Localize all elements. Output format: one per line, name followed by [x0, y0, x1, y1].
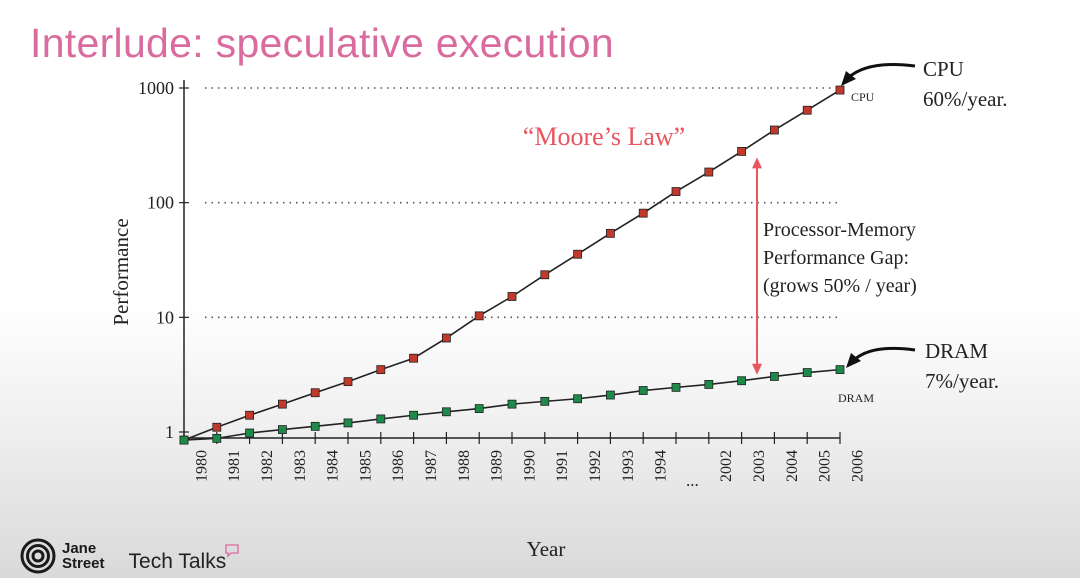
x-tick-label: 1993	[620, 450, 637, 482]
dram-series-label: DRAM	[838, 391, 874, 405]
dram-marker	[540, 396, 550, 406]
x-tick-label: 1994	[653, 450, 670, 482]
y-tick-label: 1	[165, 422, 174, 442]
dram-marker	[474, 404, 484, 413]
x-tick-label: 1981	[226, 450, 243, 482]
x-tick-label: 1980	[193, 450, 210, 482]
x-tick-label: 2006	[849, 450, 866, 482]
cpu-marker	[343, 377, 353, 387]
dram-marker	[638, 386, 648, 395]
dram-marker	[376, 414, 386, 424]
axes	[179, 80, 841, 444]
dram-callout-title: DRAM	[925, 339, 988, 363]
dram-marker	[573, 394, 582, 404]
x-tick-label: 1991	[554, 450, 571, 482]
dram-marker	[409, 410, 419, 420]
dram-marker	[343, 418, 353, 428]
branding: Jane Street Tech Talks	[20, 538, 240, 574]
gap-annotation-line3: (grows 50% / year)	[763, 275, 917, 297]
dram-marker	[277, 425, 287, 434]
dram-marker	[704, 380, 714, 389]
cpu-marker	[737, 146, 746, 156]
dram-marker	[671, 382, 681, 392]
cpu-marker	[606, 228, 615, 238]
dram-marker	[606, 390, 615, 400]
dram-marker	[737, 376, 746, 386]
cpu-marker	[376, 365, 386, 375]
logo-word-street: Street	[62, 555, 105, 572]
series-line-cpu	[183, 89, 841, 441]
dram-marker	[179, 435, 189, 445]
jane-street-logo: Jane Street	[20, 538, 105, 574]
x-tick-label: 2005	[817, 450, 834, 482]
x-tick-label-ellipsis: ...	[686, 471, 699, 490]
x-tick-label: 1982	[259, 450, 276, 482]
cpu-marker	[704, 167, 714, 177]
y-tick-label: 100	[147, 193, 174, 213]
x-tick-label: 1985	[357, 450, 374, 482]
series-markers	[179, 85, 845, 445]
cpu-marker	[441, 333, 451, 343]
x-tick-label: 2003	[751, 450, 768, 482]
y-tick-label: 10	[156, 307, 174, 327]
gap-annotation-line2: Performance Gap:	[763, 247, 909, 269]
cpu-marker	[474, 311, 484, 321]
logo-word-jane: Jane	[62, 540, 97, 557]
x-tick-label: 1988	[456, 450, 473, 482]
dram-marker	[835, 365, 845, 375]
dram-callout-rate: 7%/year.	[925, 369, 999, 393]
gap-annotation-line1: Processor-Memory	[763, 219, 916, 241]
dram-marker	[212, 433, 222, 443]
y-tick-labels: 1 10 100 1000	[138, 78, 174, 442]
cpu-marker	[540, 270, 550, 280]
dram-marker	[770, 372, 779, 381]
cpu-marker	[245, 410, 255, 420]
cpu-marker	[835, 85, 845, 95]
slide-title: Interlude: speculative execution	[30, 20, 614, 66]
cpu-marker	[277, 399, 287, 409]
dram-marker	[441, 407, 451, 417]
x-tick-label: 1983	[292, 450, 309, 482]
y-tick-label: 1000	[138, 78, 174, 98]
cpu-marker	[802, 105, 812, 115]
cpu-marker	[638, 208, 648, 218]
cpu-callout-rate: 60%/year.	[923, 87, 1008, 111]
dram-marker	[507, 399, 517, 409]
x-tick-label: 1984	[325, 450, 342, 482]
cpu-marker	[310, 388, 320, 398]
x-tick-label: 1989	[489, 450, 506, 482]
gap-arrow	[752, 157, 763, 375]
dram-callout-arrow	[846, 346, 916, 368]
dram-marker	[310, 421, 320, 431]
x-tick-label: 1990	[521, 450, 538, 482]
cpu-marker	[770, 125, 779, 135]
cpu-callout-title: CPU	[923, 57, 964, 81]
cpu-marker	[409, 353, 419, 363]
cpu-marker	[573, 249, 582, 259]
tech-talks-label: Tech Talks	[128, 544, 241, 574]
x-tick-label: 1987	[423, 450, 440, 482]
x-tick-label: 2004	[784, 450, 801, 482]
speech-bubble-icon	[225, 544, 239, 558]
x-tick-label: 1992	[587, 450, 604, 482]
cpu-marker	[671, 187, 681, 196]
cpu-marker	[507, 292, 517, 301]
x-tick-label: 2002	[718, 450, 735, 482]
x-axis-label: Year	[527, 537, 566, 561]
x-tick-labels: 1980 1981 1982 1983 1984 1985 1986 1987 1988 1989…	[193, 450, 866, 490]
jane-street-mark-icon	[20, 538, 56, 574]
y-axis-label: Performance	[109, 218, 133, 325]
tech-talks-text: Tech Talks	[128, 550, 227, 573]
dram-marker	[802, 368, 812, 377]
cpu-marker	[212, 422, 222, 432]
x-tick-label: 1986	[390, 450, 407, 482]
moores-law-label: “Moore’s Law”	[523, 122, 685, 151]
series-lines	[183, 89, 841, 441]
cpu-series-label: CPU	[851, 90, 875, 104]
cpu-callout-arrow	[841, 63, 916, 86]
dram-marker	[245, 428, 255, 438]
